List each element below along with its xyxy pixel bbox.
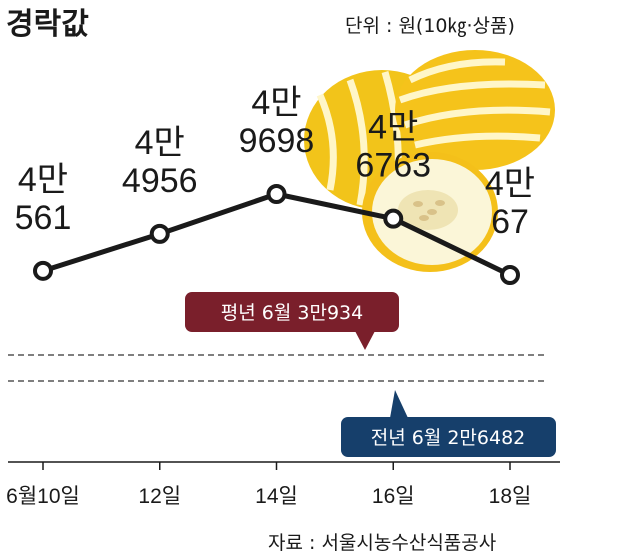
x-tick-label: 12일 <box>138 485 181 508</box>
price-series <box>33 184 520 285</box>
data-label: 4만 <box>135 124 185 162</box>
data-label: 4만 <box>368 109 418 147</box>
data-point <box>500 265 520 285</box>
data-label: 6763 <box>355 147 431 185</box>
prev-year-reference-badge: 전년 6월 2만6482 <box>341 390 556 457</box>
data-point <box>33 260 53 281</box>
data-point <box>149 223 170 244</box>
melon-image <box>304 50 555 272</box>
x-tick-label: 18일 <box>489 485 532 508</box>
x-tick-label: 14일 <box>255 485 298 508</box>
data-label: 4만 <box>251 84 301 122</box>
prev-year-reference-label: 전년 6월 2만6482 <box>371 427 526 449</box>
avg-reference-badge: 평년 6월 3만934 <box>185 292 399 350</box>
data-label: 67 <box>491 203 529 241</box>
source-note: 자료 : 서울시농수산식품공사 <box>268 532 496 554</box>
chart-title: 경락값 <box>6 7 89 42</box>
data-label: 4956 <box>122 162 198 200</box>
avg-reference-label: 평년 6월 3만934 <box>221 302 363 324</box>
data-label: 4만 <box>18 161 68 199</box>
x-tick-label: 16일 <box>372 485 415 508</box>
x-tick-label: 6월10일 <box>6 485 80 508</box>
data-label: 561 <box>15 199 72 237</box>
x-axis-ticks: 6월10일 12일 14일 16일 18일 <box>6 462 531 508</box>
data-point <box>266 184 287 204</box>
unit-label: 단위 : 원(10㎏·상품) <box>345 15 515 37</box>
data-point <box>383 208 404 229</box>
data-label: 9698 <box>239 122 315 160</box>
data-label: 4만 <box>485 165 535 203</box>
